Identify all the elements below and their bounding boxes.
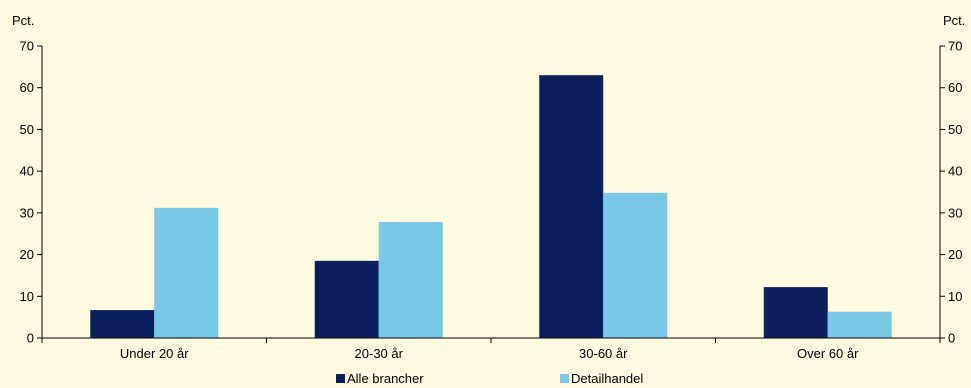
- bar-detailhandel-2: [603, 192, 668, 338]
- legend-label-0: Alle brancher: [347, 371, 424, 386]
- y-tick-label-right: 70: [948, 39, 962, 54]
- x-tick-label: Over 60 år: [797, 346, 859, 361]
- y-tick-label-right: 30: [948, 205, 962, 220]
- bar-alle-brancher-2: [539, 75, 604, 338]
- bar-detailhandel-1: [378, 222, 443, 338]
- bar-detailhandel-3: [827, 311, 892, 338]
- y-tick-label-right: 40: [948, 164, 962, 179]
- x-tick-label: 30-60 år: [579, 346, 628, 361]
- y-tick-label-left: 60: [20, 80, 34, 95]
- x-tick-labels: Under 20 år 20-30 år 30-60 år Over 60 år: [120, 346, 859, 361]
- y-axis-label-left: Pct.: [12, 13, 34, 28]
- bar-alle-brancher-1: [314, 260, 379, 338]
- x-ticks: [41, 338, 941, 343]
- y-ticks-left: 0 10 20 30 40 50 60 70: [20, 39, 42, 346]
- x-tick-label: 20-30 år: [355, 346, 404, 361]
- y-tick-label-left: 20: [20, 247, 34, 262]
- y-tick-label-right: 20: [948, 247, 962, 262]
- y-tick-label-left: 70: [20, 39, 34, 54]
- y-tick-label-right: 50: [948, 122, 962, 137]
- legend-swatch-1: [560, 374, 569, 383]
- y-tick-label-left: 50: [20, 122, 34, 137]
- x-tick-label: Under 20 år: [120, 346, 189, 361]
- y-tick-label-right: 10: [948, 289, 962, 304]
- legend-swatch-0: [336, 374, 345, 383]
- y-tick-label-left: 40: [20, 164, 34, 179]
- y-axis-label-right: Pct.: [943, 13, 965, 28]
- legend: Alle brancher Detailhandel: [336, 371, 643, 386]
- y-tick-label-left: 30: [20, 205, 34, 220]
- y-ticks-right: 0 10 20 30 40 50 60 70: [940, 39, 962, 346]
- bar-alle-brancher-3: [763, 287, 828, 338]
- y-tick-label-right: 60: [948, 80, 962, 95]
- bar-alle-brancher-0: [90, 310, 155, 338]
- y-tick-label-left: 0: [27, 331, 34, 346]
- y-tick-label-left: 10: [20, 289, 34, 304]
- legend-label-1: Detailhandel: [571, 371, 643, 386]
- bars-group: [90, 75, 892, 338]
- y-tick-label-right: 0: [948, 331, 955, 346]
- bar-detailhandel-0: [154, 207, 219, 338]
